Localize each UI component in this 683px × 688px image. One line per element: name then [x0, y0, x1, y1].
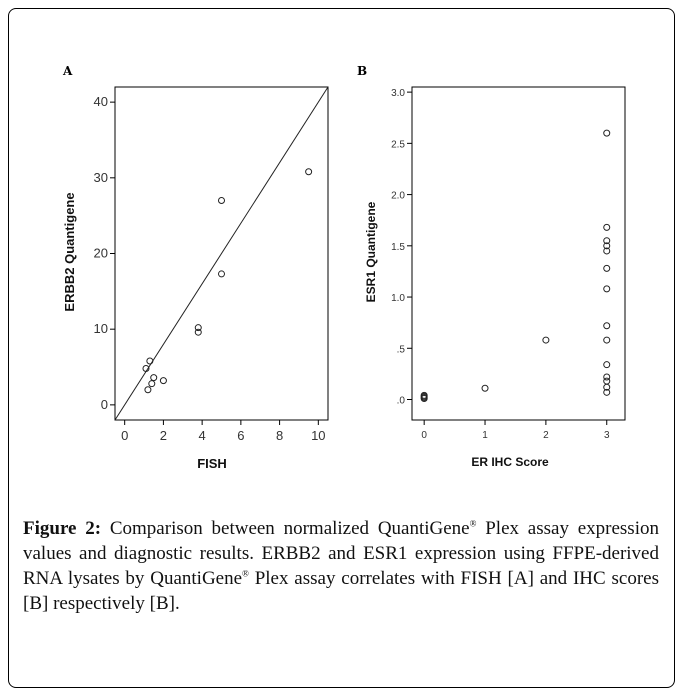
y-tick-label: 3.0 — [391, 88, 405, 99]
data-point — [481, 384, 489, 392]
y-tick-label: 40 — [94, 94, 108, 109]
panel-b-x-ticks: 0 1 2 3 — [421, 420, 610, 441]
panel-b-x-label: ER IHC Score — [471, 455, 549, 469]
x-tick-label: 0 — [421, 430, 427, 441]
panel-b-y-label: ESR1 Quantigene — [364, 201, 378, 302]
data-point — [603, 361, 611, 369]
panel-a-letter: A — [62, 64, 73, 78]
data-point — [603, 264, 611, 272]
data-point — [194, 324, 202, 332]
panel-a-points — [142, 168, 313, 394]
data-point — [542, 336, 550, 344]
data-point — [603, 322, 611, 330]
x-tick-label: 1 — [482, 430, 488, 441]
x-tick-label: 0 — [121, 428, 128, 443]
y-tick-label: .0 — [397, 396, 406, 407]
data-point — [148, 380, 156, 388]
data-point — [603, 377, 611, 385]
panel-a: A 0 10 20 30 40 0 2 4 6 8 10 FISH ERBB2 Quantigen… — [62, 64, 329, 471]
x-tick-label: 4 — [199, 428, 206, 443]
caption-registered-mark-1: ® — [469, 518, 477, 529]
y-tick-label: 0 — [101, 397, 108, 412]
data-point — [603, 247, 611, 255]
data-point — [603, 388, 611, 396]
data-point — [146, 357, 154, 365]
data-point — [603, 373, 611, 381]
data-point — [603, 336, 611, 344]
data-point — [218, 270, 225, 278]
panel-a-x-label: FISH — [197, 456, 227, 471]
data-point — [603, 237, 611, 245]
data-point — [150, 374, 158, 382]
panel-a-y-label: ERBB2 Quantigene — [62, 192, 77, 311]
data-point — [603, 285, 611, 293]
panel-a-x-ticks: 0 2 4 6 8 10 — [121, 420, 326, 443]
y-tick-label: 20 — [94, 246, 108, 261]
data-point — [144, 386, 152, 394]
panel-b-letter: B — [357, 64, 367, 78]
x-tick-label: 10 — [311, 428, 325, 443]
caption-text-1: Comparison between normalized QuantiGene — [101, 518, 470, 539]
data-point — [305, 168, 313, 176]
data-point — [142, 365, 150, 373]
data-point — [603, 383, 611, 391]
y-tick-label: 10 — [94, 321, 108, 336]
y-tick-label: .5 — [397, 344, 406, 355]
data-point — [194, 328, 202, 336]
panel-b-y-ticks: .0 .5 1.0 1.5 2.0 2.5 3.0 — [391, 88, 412, 407]
data-point — [603, 223, 611, 231]
panel-b-plot-frame — [411, 86, 626, 421]
y-tick-label: 2.0 — [391, 191, 405, 202]
y-tick-label: 1.5 — [391, 242, 405, 253]
data-point — [603, 242, 611, 250]
caption-text-3: Plex assay correlates with FISH [A] and … — [23, 568, 660, 614]
y-tick-label: 2.5 — [391, 139, 405, 150]
data-point — [420, 391, 428, 399]
x-tick-label: 3 — [604, 430, 610, 441]
caption-label: Figure 2: — [23, 518, 102, 539]
y-tick-label: 30 — [94, 170, 108, 185]
caption-registered-mark-2: ® — [242, 568, 249, 579]
panel-a-y-ticks: 0 10 20 30 40 — [94, 94, 115, 412]
x-tick-label: 6 — [237, 428, 244, 443]
data-point — [159, 377, 167, 385]
x-tick-label: 8 — [276, 428, 283, 443]
y-tick-label: 1.0 — [391, 293, 405, 304]
caption-text-2: Plex assay expression values and diagnos… — [23, 518, 659, 589]
x-tick-label: 2 — [160, 428, 167, 443]
panel-a-reference-line — [114, 86, 329, 421]
panel-b-points — [420, 129, 611, 402]
data-point — [603, 129, 611, 137]
figure-caption: Figure 2: Comparison between normalized … — [23, 516, 659, 616]
data-point — [218, 197, 225, 205]
x-tick-label: 2 — [543, 430, 549, 441]
